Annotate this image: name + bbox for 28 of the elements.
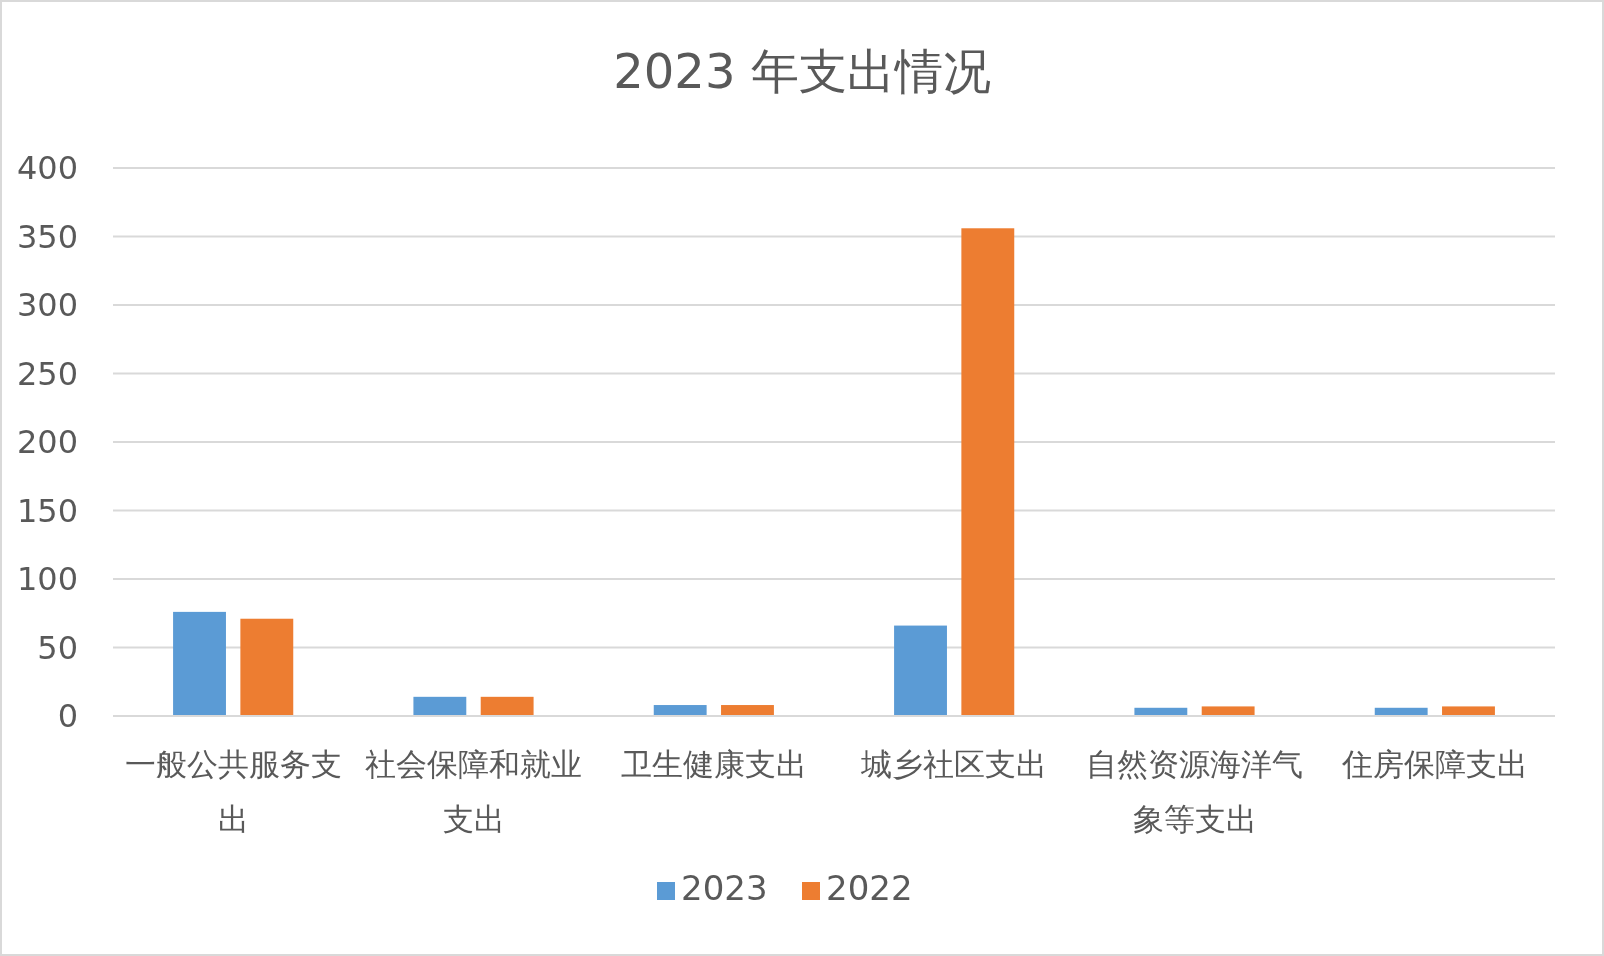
y-tick-label: 200	[16, 423, 78, 461]
bar	[413, 696, 467, 716]
bar	[173, 611, 226, 716]
bar	[894, 625, 947, 716]
y-tick-label: 300	[16, 286, 78, 324]
y-tick-label: 250	[16, 354, 78, 393]
x-tick-label: 住房保障支出	[1340, 746, 1528, 782]
bar	[721, 705, 774, 716]
y-tick-label: 150	[16, 491, 78, 530]
bar	[653, 705, 707, 716]
bar	[1442, 706, 1495, 716]
x-tick-label: 城乡社区支出	[860, 746, 1048, 782]
x-tick-label: 自然资源海洋气象等支出	[1086, 746, 1303, 837]
y-tick-label: 400	[16, 149, 78, 187]
x-tick-label: 一般公共服务支出	[124, 746, 342, 837]
x-tick-label: 卫生健康支出	[620, 746, 807, 782]
bar	[1201, 706, 1255, 716]
bar	[480, 696, 534, 716]
bar	[961, 228, 1015, 716]
y-tick-label: 0	[57, 697, 78, 735]
y-tick-label: 50	[37, 628, 78, 667]
y-tick-label: 100	[16, 560, 78, 598]
bar	[240, 618, 294, 716]
legend-label: 2023	[681, 868, 768, 908]
chart-title: 2023 年支出情况	[613, 43, 991, 99]
y-tick-label: 350	[16, 217, 78, 256]
x-tick-label: 社会保障和就业支出	[365, 746, 582, 837]
legend-label: 2022	[826, 868, 913, 908]
